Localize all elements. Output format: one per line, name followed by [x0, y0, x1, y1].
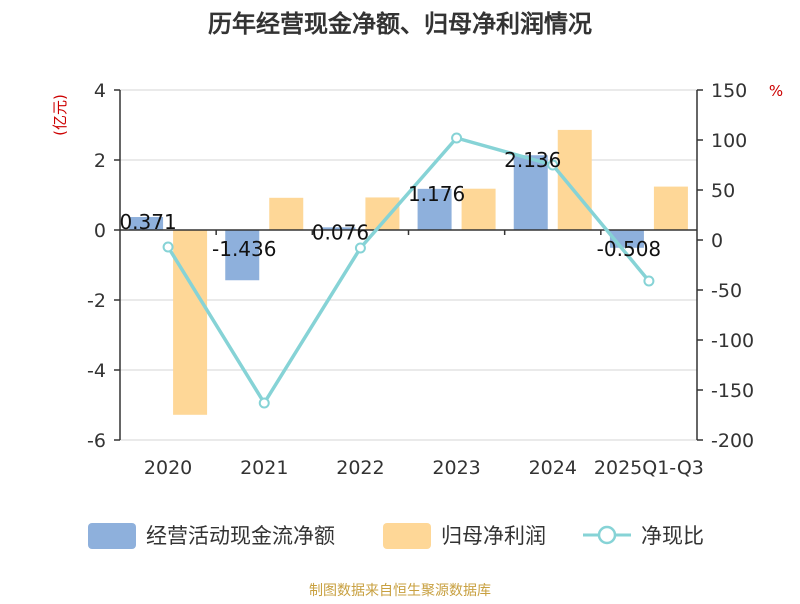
left-tick-label: -6	[87, 430, 106, 452]
left-tick-label: -2	[87, 290, 106, 312]
cashflow-value-label: -1.436	[212, 237, 276, 261]
ratio-point	[547, 159, 559, 171]
cashflow-bar	[129, 217, 164, 230]
cashflow-value-label: 0.371	[119, 210, 176, 234]
cashflow-value-label: -0.508	[597, 237, 661, 261]
data-labels: 0.371 -1.436 0.076 1.176 2.136 -0.508	[119, 148, 661, 261]
cashflow-value-label: 2.136	[504, 148, 561, 172]
ratio-line	[162, 132, 655, 409]
left-tick-label: 4	[94, 80, 106, 102]
legend-label: 经营活动现金流净额	[146, 524, 335, 548]
x-tick-label: 2023	[432, 457, 480, 479]
cashflow-bar	[321, 227, 356, 230]
bars	[129, 129, 688, 415]
ratio-point	[354, 242, 366, 254]
right-tick-label: 100	[711, 130, 747, 152]
cashflow-value-label: 1.176	[408, 182, 465, 206]
left-tick-label: 0	[94, 220, 106, 242]
right-tick-label: -50	[711, 280, 742, 302]
right-tick-label: 150	[711, 80, 747, 102]
ratio-point	[643, 275, 655, 287]
legend-label: 归母净利润	[441, 524, 546, 548]
ratio-point	[162, 241, 174, 253]
profit-bar	[653, 186, 688, 230]
profit-bar	[173, 230, 208, 415]
right-tick-label: -200	[711, 430, 754, 452]
legend-label: 净现比	[641, 524, 704, 548]
legend-swatch	[88, 523, 136, 549]
source-note: 制图数据来自恒生聚源数据库	[309, 583, 491, 599]
ratio-point	[451, 132, 463, 144]
profit-bar	[557, 129, 592, 230]
cashflow-bar	[513, 155, 548, 230]
right-tick-label: 0	[711, 230, 723, 252]
x-tick-label: 2021	[240, 457, 288, 479]
legend-marker	[597, 525, 617, 545]
left-tick-label: 2	[94, 150, 106, 172]
legend-swatch	[383, 523, 431, 549]
left-axis-unit: (亿元)	[51, 94, 69, 136]
profit-bar	[461, 188, 496, 230]
right-tick-label: -150	[711, 380, 754, 402]
legend: 经营活动现金流净额 归母净利润 净现比	[88, 523, 704, 549]
profit-bar	[269, 197, 304, 230]
x-tick-label: 2020	[144, 457, 192, 479]
axes: 4 2 0 -2 -4 -6 150 100 50 0 -50 -100 -150 -200 2020 202…	[87, 80, 754, 479]
left-tick-label: -4	[87, 360, 106, 382]
x-tick-label: 2025Q1-Q3	[594, 457, 704, 479]
ratio-point	[258, 397, 270, 409]
right-tick-label: -100	[711, 330, 754, 352]
chart-title: 历年经营现金净额、归母净利润情况	[208, 10, 592, 38]
right-axis-unit: %	[769, 82, 783, 100]
cashflow-bar	[225, 230, 260, 281]
right-tick-label: 50	[711, 180, 735, 202]
x-tick-label: 2024	[529, 457, 577, 479]
ratio-series-line	[166, 136, 651, 405]
cashflow-bar	[417, 188, 452, 230]
cashflow-value-label: 0.076	[312, 220, 369, 244]
x-tick-label: 2022	[336, 457, 384, 479]
